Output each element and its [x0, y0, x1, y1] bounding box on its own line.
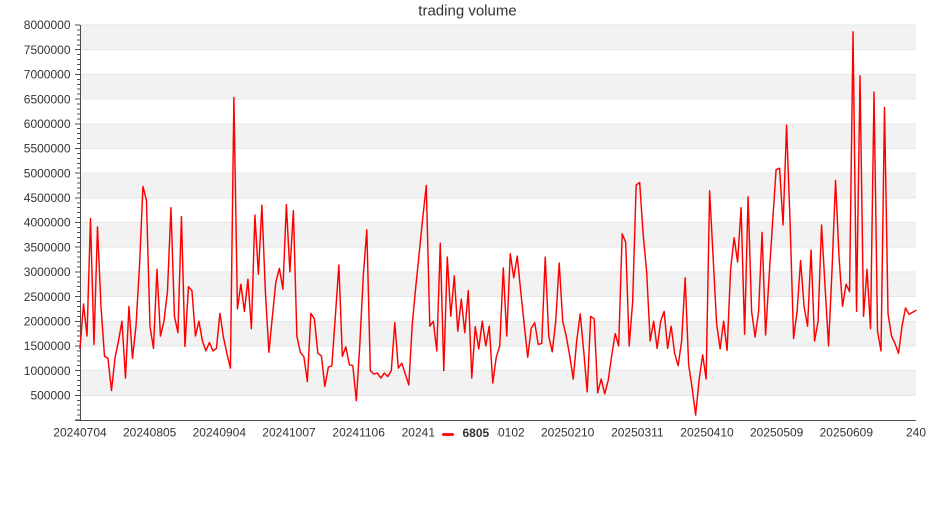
svg-text:20250210: 20250210 [541, 426, 595, 440]
svg-text:20241106: 20241106 [332, 426, 385, 440]
svg-text:4000000: 4000000 [24, 216, 71, 230]
svg-text:5500000: 5500000 [24, 142, 71, 156]
svg-text:4500000: 4500000 [24, 191, 71, 205]
svg-text:1000000: 1000000 [24, 364, 71, 378]
svg-text:5000000: 5000000 [24, 166, 71, 180]
svg-text:20240904: 20240904 [193, 426, 247, 440]
svg-text:20240704: 20240704 [53, 426, 107, 440]
svg-text:1500000: 1500000 [24, 339, 71, 353]
svg-text:2500000: 2500000 [24, 290, 71, 304]
svg-text:500000: 500000 [30, 389, 70, 403]
svg-text:7000000: 7000000 [24, 68, 71, 82]
svg-text:20250609: 20250609 [820, 426, 874, 440]
svg-text:20250410: 20250410 [680, 426, 734, 440]
svg-text:6500000: 6500000 [24, 92, 71, 106]
svg-text:20250509: 20250509 [750, 426, 804, 440]
svg-text:trading volume: trading volume [418, 3, 516, 20]
svg-text:2000000: 2000000 [24, 314, 71, 328]
svg-text:20241007: 20241007 [262, 426, 316, 440]
svg-text:7500000: 7500000 [24, 43, 71, 57]
svg-text:3500000: 3500000 [24, 240, 71, 254]
svg-text:240: 240 [906, 426, 926, 440]
svg-text:20250311: 20250311 [611, 426, 664, 440]
svg-text:3000000: 3000000 [24, 265, 71, 279]
svg-text:6805: 6805 [463, 426, 490, 440]
svg-text:20240805: 20240805 [123, 426, 177, 440]
svg-text:8000000: 8000000 [24, 18, 71, 32]
svg-text:6000000: 6000000 [24, 117, 71, 131]
